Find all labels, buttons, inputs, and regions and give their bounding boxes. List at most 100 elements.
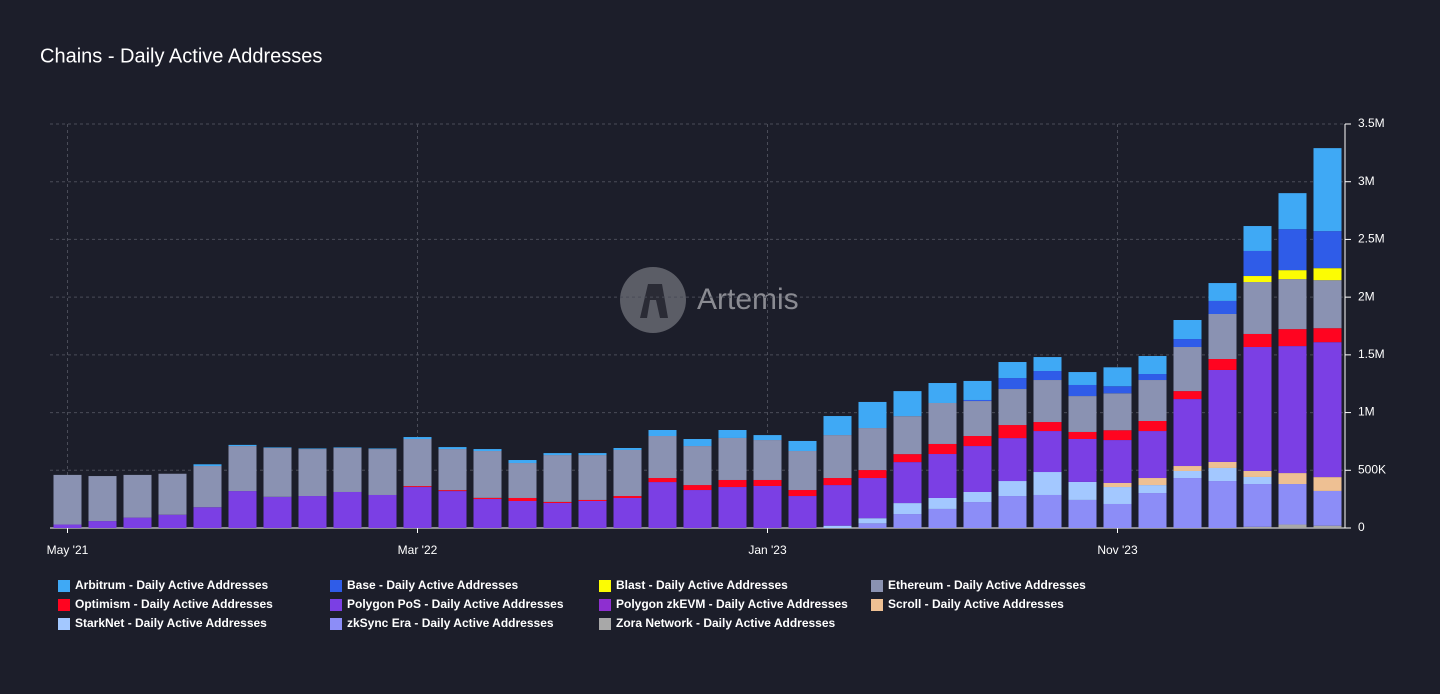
legend-swatch xyxy=(871,580,883,592)
bar-segment xyxy=(648,436,677,479)
bar-segment xyxy=(403,437,432,440)
bar-segment xyxy=(928,508,957,528)
bar-segment xyxy=(1033,431,1062,473)
bar-segment xyxy=(998,438,1027,482)
bar-segment xyxy=(1208,300,1237,314)
bar-segment xyxy=(1278,346,1307,474)
x-tick-label: May '21 xyxy=(47,543,89,557)
legend-swatch xyxy=(330,618,342,630)
y-tick-label: 1M xyxy=(1358,405,1375,419)
bar-segment xyxy=(613,449,642,497)
bar-segment xyxy=(578,455,607,500)
legend-swatch xyxy=(330,580,342,592)
bar-segment xyxy=(858,523,887,528)
bar-segment xyxy=(893,454,922,463)
legend-label: Polygon zkEVM - Daily Active Addresses xyxy=(616,597,848,611)
bar-segment xyxy=(1278,524,1307,528)
bar-segment xyxy=(928,383,957,403)
legend-label: Ethereum - Daily Active Addresses xyxy=(888,578,1086,592)
bar-segment xyxy=(578,500,607,528)
bar-segment xyxy=(1313,525,1342,528)
bar-segment xyxy=(1033,357,1062,372)
bar-segment xyxy=(928,443,957,455)
bar-segment xyxy=(298,449,327,497)
bar-segment xyxy=(368,449,397,495)
bar-segment xyxy=(1173,399,1202,467)
bar-segment xyxy=(823,525,852,528)
bar-segment xyxy=(963,399,992,402)
bar-segment xyxy=(1068,481,1097,500)
bar-segment xyxy=(1103,367,1132,387)
bar-segment xyxy=(543,502,572,528)
bar-segment xyxy=(893,462,922,504)
bar-segment xyxy=(683,446,712,486)
bar-segment xyxy=(1103,393,1132,431)
bar-segment xyxy=(718,479,747,488)
bar-segment xyxy=(858,478,887,519)
bar-segment xyxy=(1243,276,1272,283)
bar-segment xyxy=(368,494,397,528)
bar-segment xyxy=(473,451,502,498)
legend-swatch xyxy=(58,580,70,592)
bar-segment xyxy=(228,491,257,528)
bar-segment xyxy=(1278,229,1307,271)
bar-segment xyxy=(1243,282,1272,334)
bar-segment xyxy=(1313,490,1342,526)
legend-swatch xyxy=(599,618,611,630)
bar-segment xyxy=(683,439,712,447)
bar-segment xyxy=(1173,478,1202,528)
bar-segment xyxy=(1138,478,1167,486)
bar-segment xyxy=(823,435,852,479)
bar-segment xyxy=(1103,503,1132,528)
bar-segment xyxy=(893,514,922,528)
bar-segment xyxy=(648,430,677,437)
bar-segment xyxy=(788,490,817,497)
bar-segment xyxy=(1313,280,1342,329)
bar-segment xyxy=(648,478,677,483)
bar-segment xyxy=(53,524,82,528)
bar-segment xyxy=(1033,380,1062,423)
bar-segment xyxy=(858,518,887,524)
bar-segment xyxy=(963,436,992,447)
bar-segment xyxy=(1208,313,1237,360)
bar-segment xyxy=(438,490,467,492)
bar-segment xyxy=(263,496,292,528)
legend-label: Arbitrum - Daily Active Addresses xyxy=(75,578,268,592)
y-tick-label: 3.5M xyxy=(1358,116,1385,130)
bar-segment xyxy=(1103,487,1132,504)
bar-segment xyxy=(1138,420,1167,432)
bar-segment xyxy=(1173,319,1202,340)
bar-segment xyxy=(998,378,1027,390)
bar-segment xyxy=(1278,193,1307,230)
legend-label: Scroll - Daily Active Addresses xyxy=(888,597,1064,611)
legend-swatch xyxy=(330,599,342,611)
legend-label: Zora Network - Daily Active Addresses xyxy=(616,616,836,630)
bar-segment xyxy=(1243,333,1272,348)
bar-segment xyxy=(998,362,1027,379)
bar-segment xyxy=(1243,226,1272,251)
bar-segment xyxy=(228,444,257,447)
bar-segment xyxy=(123,517,152,528)
bar-segment xyxy=(1208,283,1237,301)
bar-segment xyxy=(1138,493,1167,528)
bar-segment xyxy=(333,447,362,449)
bar-segment xyxy=(158,473,187,515)
bar-segment xyxy=(1243,526,1272,528)
bar-segment xyxy=(53,474,82,525)
y-tick-label: 0 xyxy=(1358,520,1365,534)
bar-segment xyxy=(613,497,642,528)
bar-segment xyxy=(1208,369,1237,462)
bar-segment xyxy=(1173,347,1202,392)
bar-segment xyxy=(1208,461,1237,468)
bar-segment xyxy=(998,496,1027,528)
bar-segment xyxy=(648,482,677,528)
bar-segment xyxy=(1138,374,1167,381)
bar-segment xyxy=(1313,328,1342,343)
bar-segment xyxy=(578,499,607,501)
bar-segment xyxy=(788,451,817,491)
bar-segment xyxy=(963,502,992,528)
bar-segment xyxy=(928,402,957,444)
legend-label: Polygon PoS - Daily Active Addresses xyxy=(347,597,564,611)
y-tick-label: 1.5M xyxy=(1358,347,1385,361)
